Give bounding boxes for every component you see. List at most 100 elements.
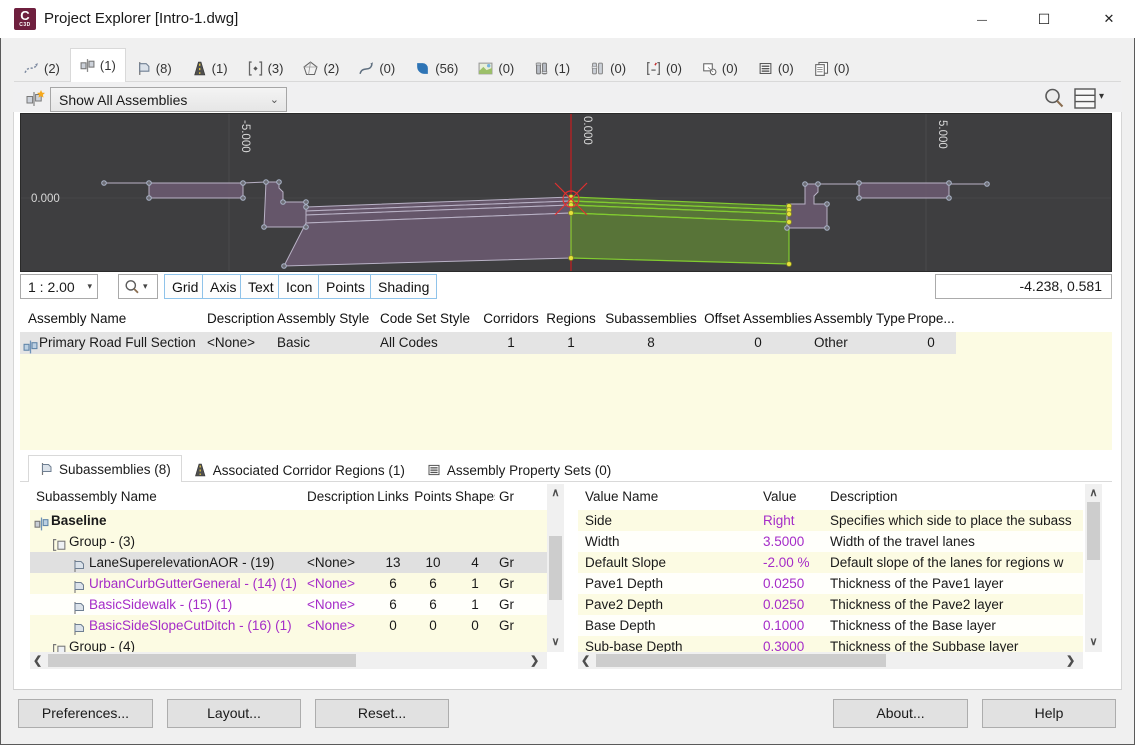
- col-regions[interactable]: Regions: [546, 311, 596, 326]
- scroll-right-icon[interactable]: ❯: [1066, 655, 1076, 667]
- param-row-side[interactable]: Side Right Specifies which side to place…: [585, 513, 1072, 528]
- tab-feature-lines[interactable]: (0): [349, 53, 405, 82]
- param-row-width[interactable]: Width 3.5000 Width of the travel lanes: [578, 531, 1083, 552]
- points-icon: [248, 60, 262, 76]
- tab-pipe-networks[interactable]: (1): [524, 53, 580, 82]
- scroll-down-icon[interactable]: ∨: [551, 636, 560, 648]
- col-shapes[interactable]: Shapes: [455, 489, 495, 504]
- layout-button[interactable]: Layout...: [167, 699, 301, 728]
- left-side-shapes: [104, 181, 572, 267]
- tree-row-basic-sidewalk[interactable]: BasicSidewalk - (15) (1) <None> 6 6 1 Gr: [30, 594, 547, 615]
- subassembly-vscrollbar[interactable]: ∧ ∨: [547, 484, 564, 652]
- vscroll-thumb[interactable]: [1087, 502, 1100, 560]
- tab-pressure-networks[interactable]: (0): [580, 53, 636, 82]
- col-code-set-style[interactable]: Code Set Style: [380, 311, 471, 326]
- toggle-grid[interactable]: Grid: [164, 274, 207, 299]
- hscroll-thumb[interactable]: [596, 654, 886, 667]
- subassembly-hscrollbar[interactable]: ❮ ❯: [30, 652, 547, 669]
- vscroll-thumb[interactable]: [549, 536, 562, 600]
- col-corridors[interactable]: Corridors: [483, 311, 539, 326]
- elevation-label: 0.000: [31, 193, 60, 205]
- col-sub-description[interactable]: Description: [307, 489, 375, 504]
- surfaces-icon: [417, 62, 429, 74]
- assembly-filter-value: Show All Assemblies: [59, 91, 188, 108]
- col-points[interactable]: Points: [414, 489, 452, 504]
- col-offset-assemblies[interactable]: Offset Assemblies: [704, 311, 812, 326]
- assembly-preview-canvas[interactable]: -5.000 0.000 5.000 0.000: [20, 113, 1112, 272]
- tab-subassemblies[interactable]: (8): [126, 53, 182, 82]
- about-button[interactable]: About...: [833, 699, 968, 728]
- parameters-vscrollbar[interactable]: ∧ ∨: [1085, 484, 1102, 652]
- tab-surfaces[interactable]: (56): [405, 53, 468, 82]
- param-row-pave1-depth[interactable]: Pave1 Depth 0.0250 Thickness of the Pave…: [578, 573, 1083, 594]
- group-icon: [53, 644, 66, 652]
- scroll-up-icon[interactable]: ∧: [1089, 487, 1098, 499]
- tree-row-group-3[interactable]: Group - (3): [30, 531, 547, 552]
- col-assembly-name[interactable]: Assembly Name: [28, 311, 127, 326]
- search-icon[interactable]: [1042, 86, 1066, 110]
- list-view-icon: [1074, 88, 1096, 109]
- scroll-right-icon[interactable]: ❯: [530, 655, 540, 667]
- help-button[interactable]: Help: [982, 699, 1116, 728]
- tab-tables[interactable]: (0): [748, 53, 804, 82]
- zoom-tool-button[interactable]: ▾: [118, 274, 158, 299]
- scale-select[interactable]: 1 : 2.00 ▾: [20, 274, 98, 299]
- group-icon: [53, 539, 66, 551]
- tab-sample-lines[interactable]: (0): [692, 53, 748, 82]
- tab-assemblies[interactable]: (1): [69, 48, 126, 82]
- scroll-up-icon[interactable]: ∧: [551, 487, 560, 499]
- col-subassembly-name[interactable]: Subassembly Name: [36, 489, 157, 504]
- param-row-base-depth[interactable]: Base Depth 0.1000 Thickness of the Base …: [578, 615, 1083, 636]
- tree-row-baseline[interactable]: Baseline: [30, 510, 547, 531]
- subassembly-pane: Subassembly Name Description Links Point…: [30, 484, 547, 652]
- col-param-description[interactable]: Description: [830, 489, 898, 504]
- col-subassemblies[interactable]: Subassemblies: [605, 311, 697, 326]
- toggle-points[interactable]: Points: [318, 274, 373, 299]
- toggle-icon[interactable]: Icon: [278, 274, 321, 299]
- col-links[interactable]: Links: [377, 489, 409, 504]
- layout-options-button[interactable]: ▾: [1073, 87, 1109, 110]
- tab-parcels[interactable]: (2): [293, 53, 349, 82]
- tab-alignments[interactable]: (2): [14, 53, 70, 82]
- subtab-property-sets[interactable]: Assembly Property Sets (0): [416, 457, 622, 482]
- toggle-axis[interactable]: Axis: [202, 274, 245, 299]
- tree-row-group-4[interactable]: Group - (4): [30, 636, 547, 652]
- hscroll-thumb[interactable]: [48, 654, 356, 667]
- close-button[interactable]: ✕: [1086, 0, 1132, 38]
- col-group[interactable]: Gr: [499, 489, 514, 504]
- col-properties[interactable]: Prope...: [907, 311, 955, 326]
- param-row-subbase-depth[interactable]: Sub-base Depth 0.3000 Thickness of the S…: [585, 639, 1019, 652]
- col-assembly-type[interactable]: Assembly Type: [814, 311, 906, 326]
- reset-button[interactable]: Reset...: [315, 699, 449, 728]
- scroll-down-icon[interactable]: ∨: [1089, 636, 1098, 648]
- toggle-text[interactable]: Text: [240, 274, 282, 299]
- new-assembly-icon[interactable]: [25, 89, 46, 108]
- tab-points[interactable]: (3): [238, 53, 294, 82]
- param-row-pave2-depth[interactable]: Pave2 Depth 0.0250 Thickness of the Pave…: [585, 597, 1004, 612]
- col-assembly-style[interactable]: Assembly Style: [277, 311, 370, 326]
- col-value[interactable]: Value: [763, 489, 797, 504]
- maximize-button[interactable]: ☐: [1021, 0, 1067, 38]
- col-description[interactable]: Description: [207, 311, 275, 326]
- param-row-default-slope[interactable]: Default Slope -2.00 % Default slope of t…: [585, 555, 1064, 570]
- subtab-corridor-regions[interactable]: Associated Corridor Regions (1): [182, 457, 416, 482]
- tab-reports[interactable]: (0): [804, 53, 860, 82]
- scroll-left-icon[interactable]: ❮: [581, 655, 591, 667]
- tree-row-lane-superelevation[interactable]: LaneSuperelevationAOR - (19) <None> 13 1…: [30, 552, 547, 573]
- subtab-subassemblies[interactable]: Subassemblies (8): [28, 455, 182, 482]
- minimize-button[interactable]: —: [959, 0, 1005, 38]
- assembly-filter-select[interactable]: Show All Assemblies ⌄: [50, 87, 287, 112]
- parameters-hscrollbar[interactable]: ❮ ❯: [578, 652, 1083, 669]
- scroll-left-icon[interactable]: ❮: [33, 655, 43, 667]
- toggle-shading[interactable]: Shading: [370, 274, 438, 299]
- preferences-button[interactable]: Preferences...: [18, 699, 153, 728]
- tree-row-basic-side-slope[interactable]: BasicSideSlopeCutDitch - (16) (1) <None>…: [30, 615, 547, 636]
- col-value-name[interactable]: Value Name: [585, 489, 659, 504]
- tree-row-urban-curb-gutter[interactable]: UrbanCurbGutterGeneral - (14) (1) <None>…: [30, 573, 547, 594]
- tab-corridors[interactable]: (1): [182, 53, 238, 82]
- tab-grading[interactable]: (0): [468, 53, 524, 82]
- parameters-pane: Value Name Value Description Side Right …: [578, 484, 1083, 652]
- survey-icon: [647, 61, 660, 75]
- assembly-row-primary-road[interactable]: Primary Road Full Section <None> Basic A…: [20, 332, 956, 354]
- tab-survey[interactable]: (0): [636, 53, 692, 82]
